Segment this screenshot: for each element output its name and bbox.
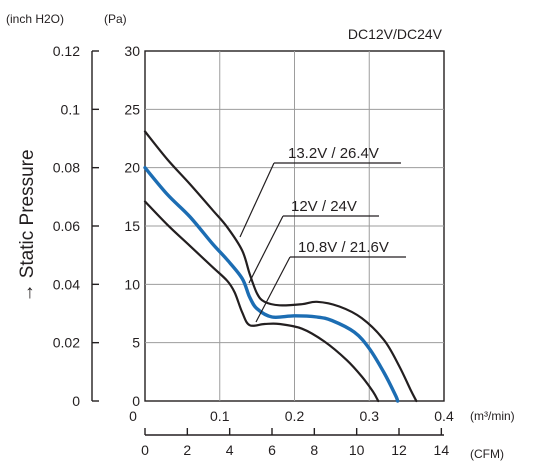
inch-tick-label: 0.12: [53, 43, 80, 59]
cfm-tick-label: 10: [349, 442, 365, 458]
series-line-1: [143, 165, 400, 403]
cfm-tick-label: 4: [226, 442, 234, 458]
inch-tick-label: 0.02: [53, 335, 80, 351]
cfm-tick-label: 8: [310, 442, 318, 458]
callout-10-8v: 10.8V / 21.6V: [255, 239, 406, 323]
pa-tick-label: 15: [124, 218, 140, 234]
m3-tick-label: 0.1: [210, 408, 230, 424]
m3-axis: 0 0.1 0.2 0.3 0.4: [129, 408, 454, 424]
series-layer: [143, 130, 418, 403]
pa-tick-label: 20: [124, 160, 140, 176]
x-unit-m3: (m³/min): [470, 409, 515, 423]
series-label-2: 10.8V / 21.6V: [298, 239, 389, 256]
cfm-tick-label: 0: [141, 442, 149, 458]
grid: [145, 51, 444, 401]
series-line-0: [143, 130, 418, 403]
pa-tick-label: 30: [124, 43, 140, 59]
pa-axis: 0 5 10 15 20 25 30: [124, 43, 140, 409]
inch-tick-label: 0.1: [61, 101, 81, 117]
cfm-axis: 0 2 4 6 8 10 12 14: [141, 428, 449, 458]
cfm-tick-label: 6: [268, 442, 276, 458]
y-unit-pa: (Pa): [104, 12, 127, 26]
pa-tick-label: 0: [132, 393, 140, 409]
model-label: DC12V/DC24V: [348, 26, 443, 42]
cfm-tick-label: 14: [434, 442, 450, 458]
y-unit-inch: (inch H2O): [6, 12, 64, 26]
pa-tick-label: 10: [124, 276, 140, 292]
m3-tick-label: 0.4: [434, 408, 454, 424]
m3-tick-label: 0: [129, 408, 137, 424]
m3-tick-label: 0.2: [285, 408, 305, 424]
inch-tick-label: 0: [72, 393, 80, 409]
series-label-0: 13.2V / 26.4V: [288, 145, 379, 162]
cfm-tick-label: 2: [183, 442, 191, 458]
m3-tick-label: 0.3: [360, 408, 380, 424]
callout-13-2v: 13.2V / 26.4V: [239, 145, 401, 238]
pa-tick-label: 5: [132, 335, 140, 351]
callout-12v: 12V / 24V: [248, 198, 379, 284]
inch-axis: 0 0.02 0.04 0.06 0.08 0.1 0.12: [53, 43, 99, 409]
x-unit-cfm: (CFM): [470, 447, 504, 461]
cfm-tick-label: 12: [391, 442, 407, 458]
inch-tick-label: 0.04: [53, 276, 80, 292]
inch-tick-label: 0.08: [53, 160, 80, 176]
series-line-2: [143, 200, 380, 403]
series-label-1: 12V / 24V: [291, 198, 357, 215]
y-axis-label: → Static Pressure: [17, 149, 38, 302]
inch-tick-label: 0.06: [53, 218, 80, 234]
pa-tick-label: 25: [124, 101, 140, 117]
